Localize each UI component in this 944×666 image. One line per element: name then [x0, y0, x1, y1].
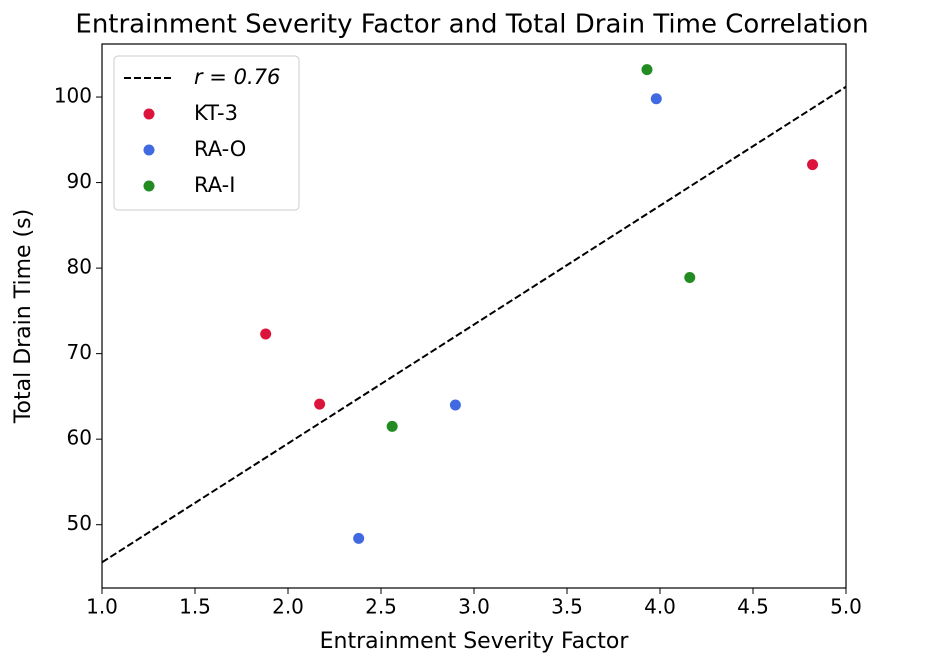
x-tick-label: 4.5 — [737, 595, 769, 619]
y-axis-label: Total Drain Time (s) — [11, 209, 36, 424]
scatter-point — [449, 399, 461, 411]
legend-label: KT-3 — [194, 101, 238, 125]
x-axis-label: Entrainment Severity Factor — [320, 629, 630, 654]
scatter-point — [807, 159, 819, 171]
y-tick-label: 90 — [67, 169, 92, 193]
x-tick-label: 1.0 — [86, 595, 118, 619]
x-tick-label: 3.0 — [458, 595, 490, 619]
x-tick-label: 3.5 — [551, 595, 583, 619]
chart-title: Entrainment Severity Factor and Total Dr… — [75, 10, 868, 40]
x-tick-label: 2.0 — [272, 595, 304, 619]
y-tick-label: 50 — [67, 511, 92, 535]
legend-marker — [143, 144, 155, 156]
legend-marker — [143, 108, 155, 120]
scatter-point — [314, 398, 326, 410]
scatter-point — [353, 532, 365, 544]
x-tick-label: 1.5 — [179, 595, 211, 619]
legend: r = 0.76 KT-3 RA-O RA-I — [113, 55, 300, 211]
legend-label: r = 0.76 — [194, 65, 280, 89]
y-tick-label: 60 — [67, 426, 92, 450]
scatter-point — [386, 420, 398, 432]
legend-label: RA-I — [194, 173, 235, 197]
scatter-point — [641, 64, 653, 76]
scatter-point — [684, 272, 696, 284]
y-tick-label: 80 — [67, 255, 92, 279]
y-tick-label: 100 — [54, 84, 92, 108]
legend-marker — [143, 180, 155, 192]
x-tick-label: 2.5 — [365, 595, 397, 619]
x-tick-label: 4.0 — [644, 595, 676, 619]
legend-box — [113, 55, 300, 211]
scatter-point — [650, 93, 662, 105]
scatter-point — [260, 328, 272, 340]
fit-line — [101, 85, 847, 564]
legend-label: RA-O — [194, 137, 246, 161]
plot-frame — [101, 43, 847, 589]
y-tick-label: 70 — [67, 340, 92, 364]
x-tick-label: 5.0 — [830, 595, 862, 619]
